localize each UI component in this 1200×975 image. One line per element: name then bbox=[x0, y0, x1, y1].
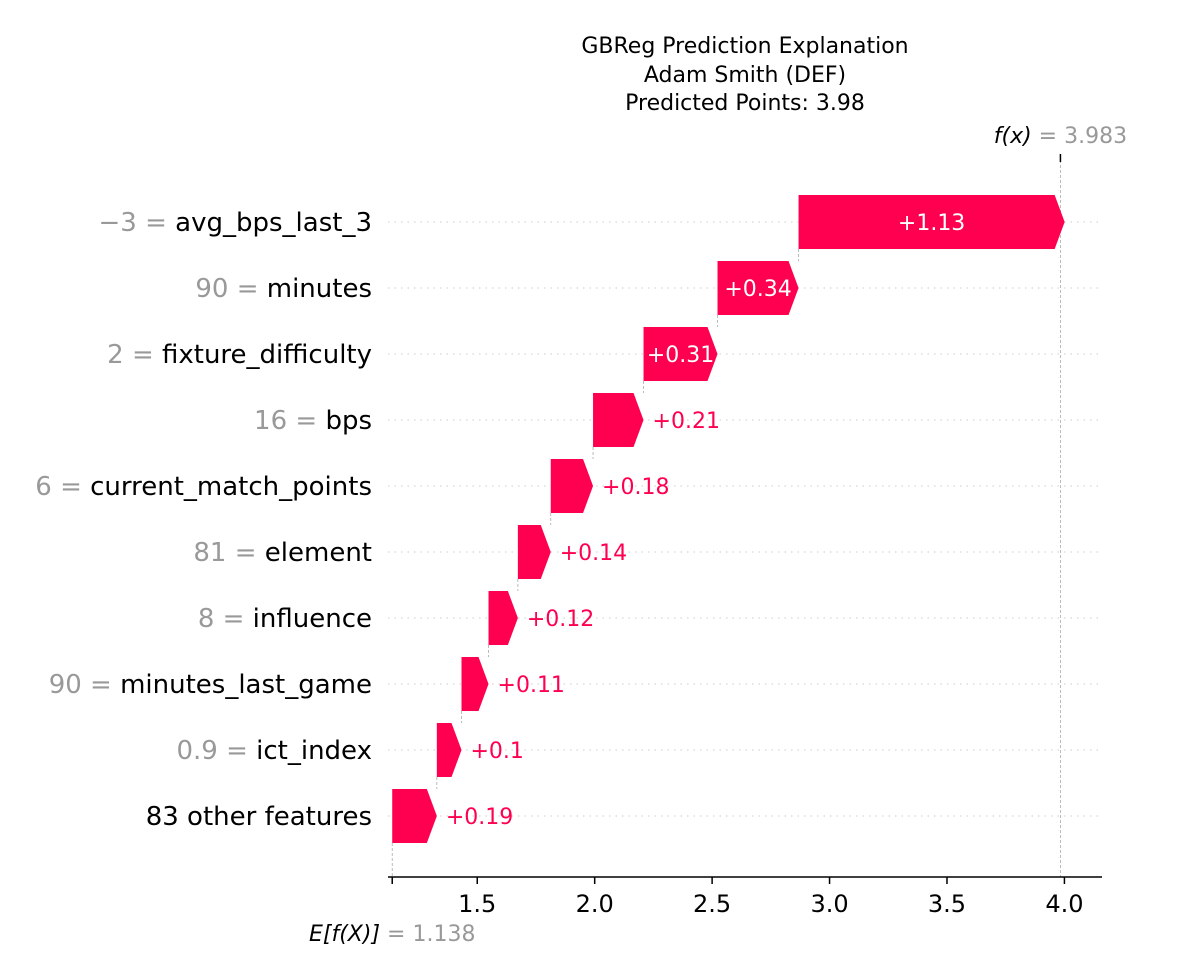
bar-value-label: +1.13 bbox=[898, 211, 965, 236]
feature-label: 6 = current_match_points bbox=[35, 472, 372, 502]
feature-label: 90 = minutes bbox=[195, 274, 372, 304]
x-axis: 1.5 2.0 2.5 3.0 3.5 4.0 bbox=[388, 876, 1102, 918]
output-value-label: f(x) = 3.983 bbox=[994, 124, 1127, 149]
bar bbox=[798, 195, 1065, 249]
title-line-2: Adam Smith (DEF) bbox=[644, 63, 846, 88]
feature-label: 2 = fixture_difficulty bbox=[107, 340, 372, 370]
bar-value-label: +0.18 bbox=[602, 475, 669, 500]
bar bbox=[550, 459, 594, 513]
output-annotation: f(x) = 3.983 bbox=[994, 124, 1127, 162]
feature-label: 8 = influence bbox=[198, 604, 372, 634]
title-line-3: Predicted Points: 3.98 bbox=[625, 91, 865, 116]
reference-lines bbox=[391, 160, 1061, 877]
feature-label: 90 = minutes_last_game bbox=[49, 670, 372, 700]
bar-value-label: +0.21 bbox=[653, 409, 720, 434]
bar bbox=[643, 327, 718, 381]
bar-value-label: +0.12 bbox=[527, 607, 594, 632]
feature-label: 0.9 = ict_index bbox=[176, 736, 372, 766]
base-annotation: E[f(X)] = 1.138 bbox=[309, 922, 475, 947]
bar-value-label: +0.31 bbox=[647, 343, 714, 368]
x-tick-label: 2.0 bbox=[576, 890, 614, 918]
bar-value-label: +0.1 bbox=[471, 739, 524, 764]
bar bbox=[517, 525, 551, 579]
feature-label: 16 = bps bbox=[254, 406, 372, 436]
bar bbox=[392, 789, 437, 843]
title-line-1: GBReg Prediction Explanation bbox=[581, 34, 908, 59]
bar bbox=[436, 723, 462, 777]
bar-value-label: +0.19 bbox=[446, 805, 513, 830]
bar bbox=[717, 261, 799, 315]
bar bbox=[593, 393, 644, 447]
x-tick-label: 1.5 bbox=[458, 890, 496, 918]
bar bbox=[488, 591, 518, 645]
base-value-label: E[f(X)] = 1.138 bbox=[309, 922, 475, 947]
bar-value-label: +0.34 bbox=[724, 277, 791, 302]
feature-labels: −3 = avg_bps_last_3 90 = minutes 2 = fixtu… bbox=[35, 208, 372, 832]
x-tick-label: 3.5 bbox=[928, 890, 966, 918]
feature-label: 81 = element bbox=[193, 538, 372, 568]
bars: +1.13 +0.34 +0.31 +0.21 +0.18 +0.14 +0.12 +0.11… bbox=[392, 195, 1065, 843]
feature-label: 83 other features bbox=[146, 802, 372, 832]
bar-value-label: +0.14 bbox=[560, 541, 627, 566]
bar bbox=[461, 657, 489, 711]
feature-label: −3 = avg_bps_last_3 bbox=[99, 208, 372, 238]
x-tick-label: 4.0 bbox=[1045, 890, 1083, 918]
x-tick-label: 2.5 bbox=[693, 890, 731, 918]
x-tick-label: 3.0 bbox=[810, 890, 848, 918]
bar-value-label: +0.11 bbox=[498, 673, 565, 698]
